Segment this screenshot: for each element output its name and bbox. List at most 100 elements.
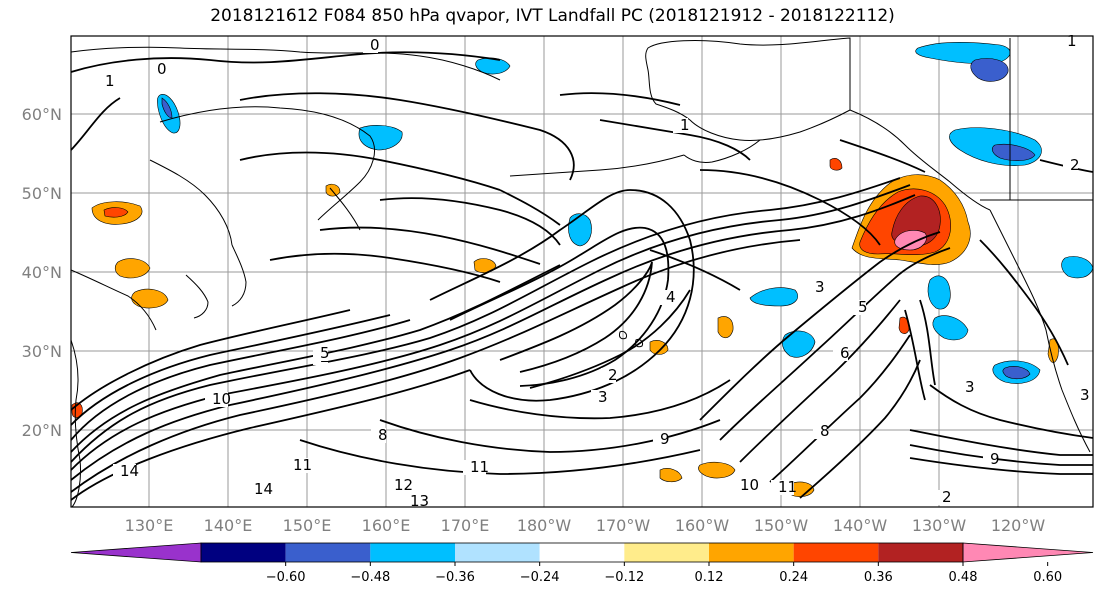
contour-label: 1 (105, 72, 115, 90)
colorbar-bin (455, 543, 540, 562)
contour-label: 10 (740, 476, 759, 494)
negative-anomaly-area (970, 58, 1009, 82)
contour-label: 3 (1080, 386, 1090, 404)
negative-anomaly-area (161, 97, 173, 119)
contour-label-bg (247, 482, 270, 497)
colorbar-bin (285, 543, 371, 562)
colorbar: −0.60 −0.48 −0.36 −0.24 −0.12 0.12 0.24 0.36 0.4… (70, 542, 1094, 585)
longitude-label: 130°E (125, 516, 174, 535)
positive-anomaly-area (103, 207, 129, 218)
longitude-label: 170°W (596, 516, 651, 535)
colorbar-under-extension (70, 542, 202, 563)
contour-label: 6 (840, 344, 850, 362)
contour-label-bg (1060, 34, 1075, 49)
contour-label: 11 (470, 458, 489, 476)
contour-label: 10 (212, 390, 231, 408)
latitude-label: 40°N (22, 263, 62, 282)
positive-anomaly-area (898, 316, 910, 334)
contour-label-bg (205, 392, 228, 407)
plot-title: 2018121612 F084 850 hPa qvapor, IVT Land… (210, 6, 895, 26)
map-border (70, 35, 1094, 508)
latitude-label: 20°N (22, 421, 62, 440)
contour-label: 11 (293, 456, 312, 474)
contour-label-bg (403, 494, 426, 509)
colorbar-outline (200, 542, 964, 563)
contour-label-bg (601, 368, 616, 383)
longitude-label: 160°W (675, 516, 730, 535)
contour-label-bg (808, 280, 823, 295)
coastlines (70, 37, 1093, 508)
contour-label-bg (983, 452, 998, 467)
contour-label: 2 (1070, 156, 1080, 174)
contour-label: 4 (666, 288, 676, 306)
negative-anomaly-area (932, 315, 969, 341)
colorbar-tick-label: −0.48 (350, 570, 390, 585)
contour-label-bg (313, 346, 328, 361)
contour-label-bg (286, 458, 309, 473)
negative-anomaly-area (781, 330, 816, 358)
longitude-label: 150°W (754, 516, 809, 535)
longitude-label: 140°E (204, 516, 253, 535)
negative-anomaly-area (927, 275, 951, 310)
contour-label-bg (1063, 158, 1078, 173)
contour-labels: 001112233455688991010111111121314143223 (98, 32, 1090, 510)
contour-label: 5 (320, 344, 330, 362)
contour-label-bg (387, 478, 410, 493)
contour-label: 5 (858, 298, 868, 316)
positive-anomaly-area (829, 158, 843, 171)
contour-label-bg (150, 62, 165, 77)
contour-label: 0 (370, 36, 380, 54)
contour-label-bg (113, 464, 136, 479)
positive-anomaly-area (789, 481, 815, 497)
negative-anomaly-area (1002, 366, 1031, 380)
contour-label: 8 (378, 426, 388, 444)
negative-anomaly-area (475, 57, 511, 75)
contour-label-bg (833, 346, 848, 361)
contour-label-bg (935, 490, 950, 505)
contour-label-bg (659, 290, 674, 305)
latitude-label: 50°N (22, 184, 62, 203)
contour-label: 0 (157, 60, 167, 78)
latitude-labels: 60°N 50°N 40°N 30°N 20°N (22, 105, 62, 440)
longitude-label: 140°W (833, 516, 888, 535)
longitude-label: 150°E (283, 516, 332, 535)
colorbar-bin (709, 543, 794, 562)
longitude-labels: 130°E 140°E 150°E 160°E 170°E 180°W 170°W 160°W… (125, 516, 1046, 535)
contour-label-bg (813, 424, 828, 439)
colorbar-tick-label: −0.24 (520, 570, 560, 585)
colorbar-bin (370, 543, 455, 562)
colorbar-tick-label: −0.12 (604, 570, 644, 585)
colorbar-tick-label: 0.36 (864, 570, 893, 585)
longitude-label: 170°E (441, 516, 490, 535)
contour-label: 1 (1067, 32, 1077, 50)
positive-anomaly-area (717, 316, 734, 339)
colorbar-bin (539, 543, 625, 562)
colorbar-bin (878, 543, 963, 562)
negative-anomaly-area (358, 125, 403, 151)
contour-label-bg (851, 300, 866, 315)
colorbar-tick-label: −0.60 (266, 570, 306, 585)
negative-anomaly-area (991, 143, 1036, 161)
contour-label-bg (771, 480, 794, 495)
latitude-label: 30°N (22, 342, 62, 361)
contour-label: 2 (942, 488, 952, 506)
contour-label: 3 (598, 388, 608, 406)
contour-label: 13 (410, 492, 429, 510)
negative-anomaly-area (568, 213, 592, 247)
contour-label-bg (371, 428, 386, 443)
colorbar-bin (624, 543, 709, 562)
colorbar-tick-label: 0.48 (949, 570, 978, 585)
contour-label-bg (958, 380, 973, 395)
anomaly-shading (71, 42, 1094, 497)
ivt-contours (70, 51, 1094, 501)
longitude-label: 180°W (517, 516, 572, 535)
positive-anomaly-area (114, 258, 151, 279)
contour-label: 1 (680, 116, 690, 134)
contour-label: 3 (815, 278, 825, 296)
contour-label: 8 (820, 422, 830, 440)
contour-label: 3 (965, 378, 975, 396)
positive-anomaly-area (649, 340, 669, 355)
positive-anomaly-area (325, 183, 341, 197)
colorbar-tick-label: 0.60 (1033, 570, 1062, 585)
